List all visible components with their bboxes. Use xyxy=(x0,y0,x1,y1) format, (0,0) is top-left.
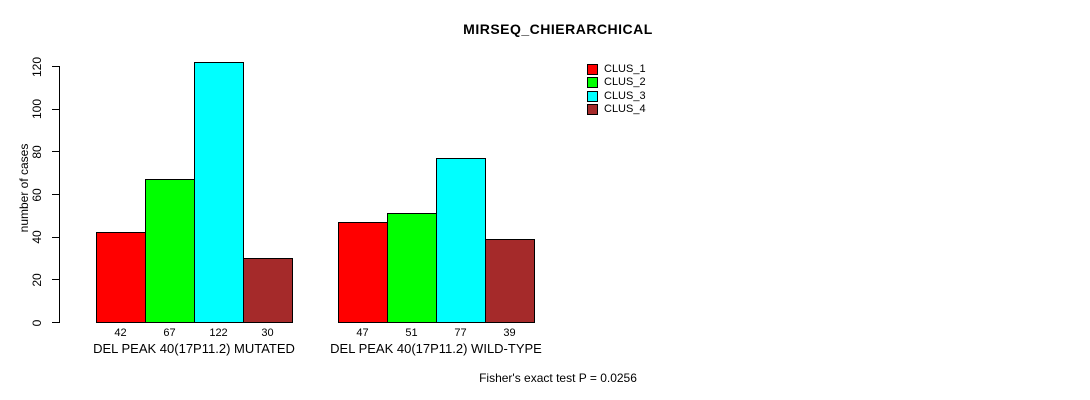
y-tick xyxy=(52,66,59,67)
legend-item: CLUS_1 xyxy=(587,63,646,76)
annotation-fisher-test: Fisher's exact test P = 0.0256 xyxy=(479,371,637,385)
y-tick-label: 60 xyxy=(30,187,44,202)
y-tick xyxy=(52,236,59,238)
y-tick xyxy=(52,108,59,110)
y-tick xyxy=(52,151,59,153)
legend-item: CLUS_2 xyxy=(587,76,646,89)
legend-swatch-icon xyxy=(587,64,598,76)
bar-clus_2-group1 xyxy=(145,179,195,323)
y-tick-label: 120 xyxy=(30,56,44,77)
bar-value-label: 42 xyxy=(114,327,127,339)
y-tick-label: 20 xyxy=(30,273,44,287)
y-tick-label: 0 xyxy=(30,319,44,326)
category-label: DEL PEAK 40(17P11.2) MUTATED xyxy=(93,341,295,356)
bar-clus_1-group2 xyxy=(338,222,388,323)
bar-value-label: 77 xyxy=(454,327,467,339)
y-tick xyxy=(52,194,59,195)
y-tick-label: 100 xyxy=(30,99,44,120)
bar-value-label: 39 xyxy=(503,327,516,339)
legend-label: CLUS_4 xyxy=(604,103,646,116)
legend-swatch-icon xyxy=(587,90,598,102)
y-tick xyxy=(52,322,59,323)
y-tick-label: 40 xyxy=(30,230,44,244)
legend-swatch-icon xyxy=(587,77,598,89)
legend-label: CLUS_2 xyxy=(604,76,646,89)
legend-label: CLUS_3 xyxy=(604,89,646,102)
legend-item: CLUS_4 xyxy=(587,103,646,116)
bar-value-label: 47 xyxy=(356,327,369,339)
bar-value-label: 51 xyxy=(405,327,418,339)
legend: CLUS_1 CLUS_2 CLUS_3 CLUS_4 xyxy=(587,63,646,116)
bar-clus_2-group2 xyxy=(387,213,437,323)
legend-label: CLUS_1 xyxy=(604,63,646,76)
bar-clus_3-group2 xyxy=(436,158,486,323)
y-tick-label: 80 xyxy=(30,145,44,159)
bar-value-label: 122 xyxy=(209,327,228,339)
bar-clus_4-group1 xyxy=(243,258,293,323)
legend-swatch-icon xyxy=(587,104,598,116)
legend-item: CLUS_3 xyxy=(587,90,646,103)
chart-title: MIRSEQ_CHIERARCHICAL xyxy=(463,21,653,37)
bar-value-label: 30 xyxy=(261,327,274,339)
bar-clus_3-group1 xyxy=(194,62,244,323)
bar-clus_4-group2 xyxy=(485,239,535,323)
category-label: DEL PEAK 40(17P11.2) WILD-TYPE xyxy=(330,341,542,356)
y-tick xyxy=(52,279,59,281)
bar-clus_1-group1 xyxy=(96,232,146,323)
bar-value-label: 67 xyxy=(163,327,176,339)
y-axis-line xyxy=(59,66,60,323)
y-axis-label: number of cases xyxy=(17,143,31,233)
